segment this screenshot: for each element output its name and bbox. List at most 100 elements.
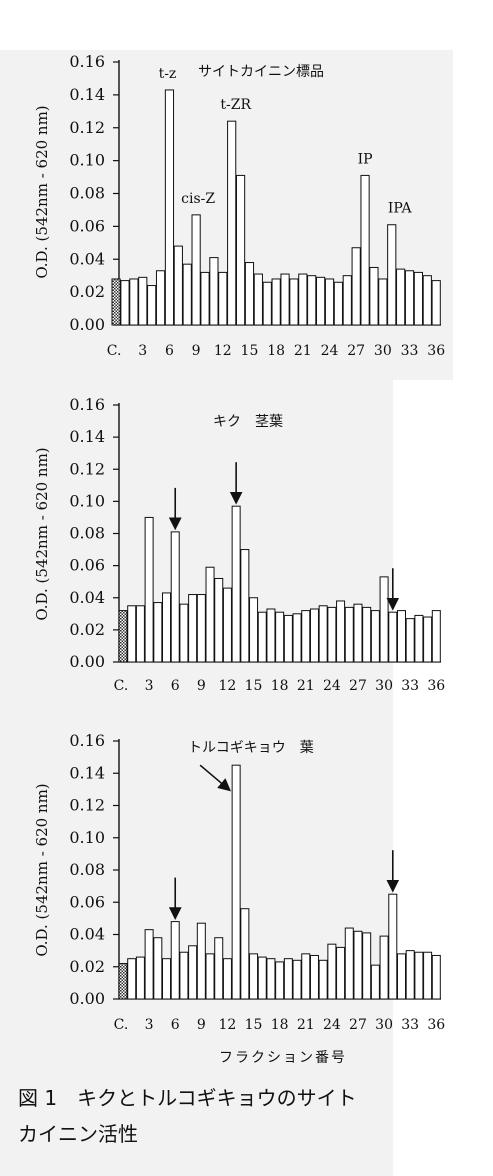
bar-fraction-24 (324, 278, 335, 326)
x-tick-label: 24 (323, 1017, 341, 1033)
bar-fraction-2 (135, 956, 145, 1000)
x-tick-label: 3 (138, 343, 147, 359)
x-tick-label: 18 (271, 678, 289, 694)
bar-fraction-10 (205, 566, 215, 663)
y-axis-title: O.D. (542nm - 620 nm) (33, 105, 51, 278)
bar-fraction-35 (422, 275, 432, 326)
bar-fraction-9 (191, 214, 201, 326)
y-tick-label: 0.00 (69, 652, 105, 671)
bar-fraction-15 (244, 262, 255, 326)
bar-fraction-18 (271, 278, 281, 326)
bar-fraction-15 (249, 597, 259, 663)
bar-fraction-12 (222, 587, 232, 663)
bar-fraction-21 (301, 610, 311, 663)
paper-background (0, 0, 493, 50)
bar-fraction-4 (147, 285, 157, 326)
y-tick-label: 0.16 (69, 395, 105, 414)
peak-label: t-ZR (220, 97, 251, 113)
bar-fraction-3 (144, 929, 154, 1000)
bar-fraction-36 (431, 954, 441, 1000)
x-tick-label: 15 (245, 678, 263, 694)
bar-fraction-5 (155, 270, 166, 326)
bar-fraction-6 (170, 921, 180, 1000)
x-tick-label: 33 (401, 343, 419, 359)
bar-fraction-24 (327, 606, 337, 663)
bar-fraction-30 (378, 278, 388, 326)
x-axis-title: フラクション番号 (219, 1050, 347, 1066)
x-tick-label: 12 (219, 1017, 237, 1033)
y-tick-label: 0.14 (69, 763, 105, 782)
bar-fraction-1 (127, 958, 137, 1000)
x-tick-label: 6 (165, 343, 174, 359)
bar-fraction-7 (179, 951, 189, 1000)
bar-fraction-23 (318, 605, 328, 663)
x-tick-label: 24 (323, 678, 341, 694)
bar-fraction-29 (370, 964, 380, 1000)
y-tick-label: 0.06 (69, 556, 105, 575)
bar-fraction-4 (153, 937, 163, 1000)
bar-fraction-13 (231, 505, 241, 663)
bar-fraction-26 (344, 606, 354, 663)
x-tick-label: 3 (145, 1017, 154, 1033)
bar-fraction-30 (379, 935, 389, 1000)
x-tick-label: 12 (214, 343, 232, 359)
bar-fraction-16 (253, 273, 263, 326)
bar-fraction-8 (188, 594, 198, 663)
bar-fraction-10 (205, 953, 215, 1000)
bar-fraction-17 (266, 958, 276, 1000)
x-tick-label: 30 (374, 343, 392, 359)
bar-fraction-33 (405, 618, 415, 663)
bar-control (111, 278, 121, 326)
x-tick-label: 15 (241, 343, 259, 359)
bar-fraction-8 (182, 263, 192, 326)
y-tick-label: 0.12 (69, 796, 105, 815)
x-tick-label: 27 (347, 343, 365, 359)
bar-fraction-25 (333, 281, 343, 326)
x-tick-label: 27 (349, 1017, 367, 1033)
bar-fraction-14 (235, 174, 246, 326)
x-tick-label: 3 (145, 678, 154, 694)
x-tick-label: C. (114, 678, 129, 694)
bar-control (118, 963, 128, 1000)
caption-line-2: カイニン活性 (18, 1122, 138, 1146)
bar-fraction-24 (327, 943, 337, 1000)
y-tick-label: 0.10 (69, 491, 105, 510)
x-tick-label: 9 (192, 343, 201, 359)
figure-caption: 図 1 キクとトルコギキョウのサイト カイニン活性 (18, 1080, 478, 1152)
bar-fraction-27 (353, 930, 363, 1000)
bar-fraction-21 (298, 273, 308, 326)
bar-fraction-7 (173, 245, 183, 326)
x-tick-label: 18 (267, 343, 285, 359)
bar-fraction-1 (127, 605, 137, 663)
x-tick-label: 9 (197, 1017, 206, 1033)
x-tick-label: 36 (427, 678, 445, 694)
bar-fraction-34 (414, 951, 424, 1000)
y-tick-label: 0.10 (69, 828, 105, 847)
y-tick-label: 0.08 (69, 860, 105, 879)
bar-fraction-15 (249, 953, 259, 1000)
chart-title: トルコギキョウ 葉 (188, 740, 314, 756)
bar-fraction-32 (396, 268, 406, 326)
y-tick-label: 0.06 (69, 216, 105, 235)
bar-fraction-22 (307, 275, 317, 326)
y-tick-label: 0.04 (69, 588, 105, 607)
y-tick-label: 0.14 (69, 85, 105, 104)
bar-fraction-14 (240, 908, 250, 1000)
y-tick-label: 0.08 (69, 524, 105, 543)
bar-fraction-22 (309, 954, 319, 1000)
bar-fraction-9 (196, 922, 206, 1000)
x-tick-label: 6 (171, 1017, 180, 1033)
bar-fraction-16 (257, 956, 267, 1000)
peak-label: IPA (388, 201, 413, 217)
bar-fraction-2 (135, 605, 145, 663)
bar-fraction-19 (283, 958, 293, 1000)
x-tick-label: 21 (297, 1017, 315, 1033)
bar-fraction-16 (257, 611, 267, 663)
y-tick-label: 0.00 (69, 989, 105, 1008)
bar-fraction-13 (227, 120, 237, 326)
bar-fraction-5 (162, 958, 172, 1000)
y-axis-title: O.D. (542nm - 620 nm) (33, 447, 51, 620)
y-tick-label: 0.04 (69, 925, 105, 944)
y-tick-label: 0.06 (69, 892, 105, 911)
y-tick-label: 0.00 (69, 315, 105, 334)
